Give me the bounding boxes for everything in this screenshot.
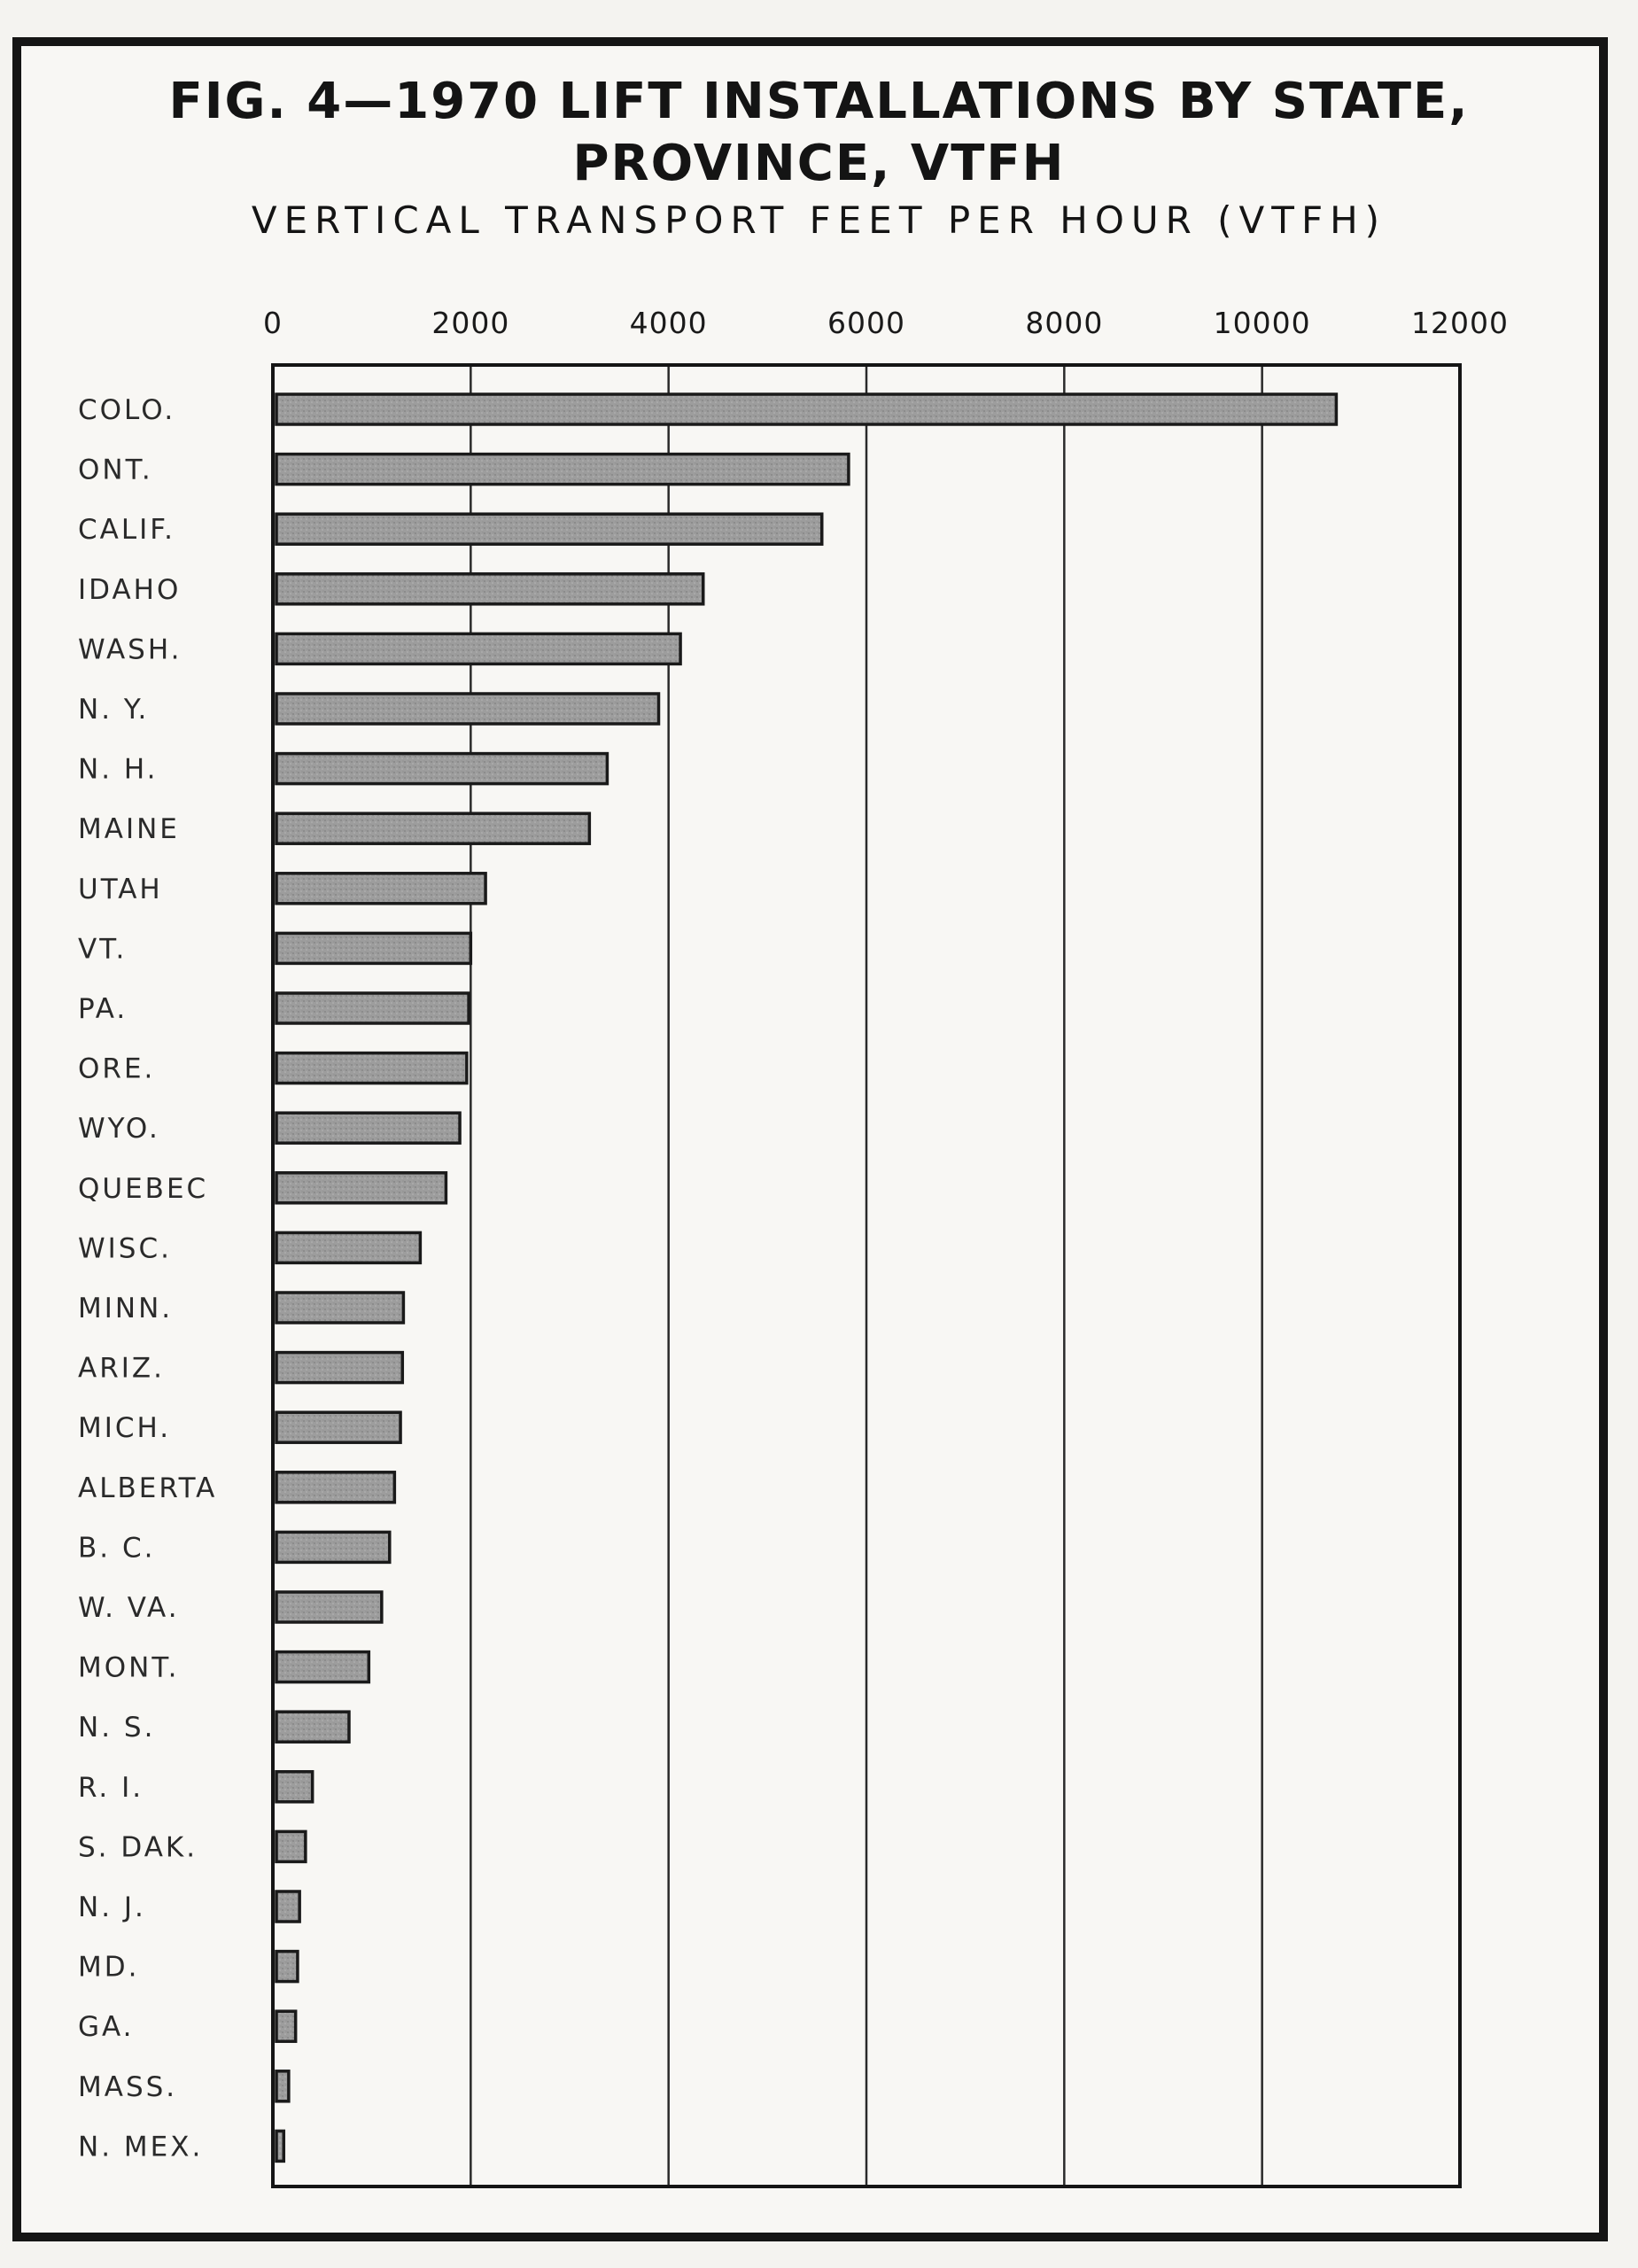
category-label: VT.: [78, 933, 127, 965]
bar: [275, 1291, 406, 1324]
category-label: MICH.: [78, 1412, 171, 1444]
bar: [275, 452, 850, 486]
category-label: PA.: [78, 993, 128, 1025]
category-label: R. I.: [78, 1772, 144, 1804]
bar: [275, 872, 487, 905]
category-label: W. VA.: [78, 1592, 180, 1624]
category-label: ORE.: [78, 1053, 155, 1085]
category-label: N. MEX.: [78, 2131, 203, 2163]
category-label: N. S.: [78, 1712, 155, 1744]
category-label: UTAH: [78, 874, 163, 905]
bar: [275, 1949, 299, 1984]
bar: [275, 632, 682, 666]
chart-subtitle: VERTICAL TRANSPORT FEET PER HOUR (VTFH): [251, 198, 1387, 242]
x-tick-label: 0: [263, 306, 283, 340]
category-label: S. DAK.: [78, 1831, 198, 1863]
category-label: B. C.: [78, 1532, 155, 1564]
bar: [275, 1410, 402, 1444]
category-label: ALBERTA: [78, 1472, 217, 1504]
bar: [275, 512, 824, 546]
bar: [275, 1770, 314, 1804]
category-label: ARIZ.: [78, 1353, 165, 1385]
bar: [275, 692, 661, 726]
bar: [275, 931, 473, 966]
bar: [275, 1590, 384, 1624]
category-label: MASS.: [78, 2071, 177, 2103]
bar: [275, 1231, 423, 1265]
category-label: N. Y.: [78, 694, 149, 726]
category-label: WYO.: [78, 1113, 160, 1145]
bar: [275, 1710, 351, 1744]
bar: [275, 1530, 392, 1565]
category-label: IDAHO: [78, 574, 181, 606]
plot-border: [271, 363, 1462, 2188]
bar: [275, 1829, 307, 1864]
bar: [275, 1890, 301, 1923]
category-label: WASH.: [78, 633, 182, 665]
x-tick-label: 8000: [1025, 306, 1103, 340]
bar: [275, 812, 592, 845]
category-label: N. J.: [78, 1891, 146, 1923]
category-label: WISC.: [78, 1232, 172, 1264]
category-label: GA.: [78, 2011, 135, 2043]
bar: [275, 1471, 397, 1504]
bar: [275, 2129, 286, 2163]
bar: [275, 2009, 298, 2043]
x-tick-label: 4000: [630, 306, 708, 340]
bar: [275, 572, 705, 606]
bar: [275, 1350, 405, 1385]
category-label: COLO.: [78, 394, 175, 426]
x-tick-label: 2000: [431, 306, 509, 340]
bar: [275, 2070, 291, 2103]
bar: [275, 1111, 462, 1145]
x-tick-label: 10000: [1214, 306, 1311, 340]
category-label: CALIF.: [78, 514, 175, 546]
category-label: MONT.: [78, 1652, 179, 1684]
x-tick-label: 12000: [1411, 306, 1509, 340]
bar: [275, 1051, 469, 1085]
category-label: MD.: [78, 1952, 139, 1984]
bar: [275, 751, 609, 786]
category-label: N. H.: [78, 754, 159, 786]
category-label: MINN.: [78, 1293, 173, 1324]
chart-title-line2: PROVINCE, VTFH: [572, 135, 1066, 192]
category-label: MAINE: [78, 813, 180, 845]
bar: [275, 392, 1339, 426]
bar: [275, 1171, 448, 1205]
bar: [275, 1650, 371, 1684]
bar: [275, 991, 470, 1025]
x-tick-label: 6000: [827, 306, 905, 340]
category-label: ONT.: [78, 454, 153, 486]
category-label: QUEBEC: [78, 1173, 208, 1205]
chart-title: FIG. 4—1970 LIFT INSTALLATIONS BY STATE,: [168, 73, 1470, 130]
